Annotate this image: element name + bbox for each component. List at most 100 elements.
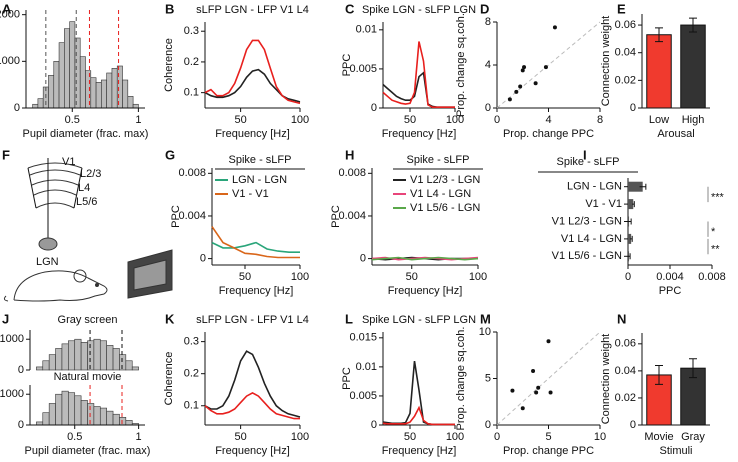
mouse-eye: [95, 283, 99, 287]
x-axis-label: Pupil diameter (frac. max): [25, 445, 151, 457]
y-axis-label: Prop. change sq.coh.: [455, 327, 467, 431]
y-tick-label: 4: [485, 59, 491, 71]
significance-label: ***: [711, 191, 725, 203]
y-tick-label: 0: [371, 419, 377, 431]
x-axis-label: Frequency [Hz]: [215, 445, 290, 457]
y-tick-label: 0.1: [184, 87, 199, 99]
error-bar: [689, 358, 697, 379]
x-tick-label: 0: [494, 114, 500, 126]
identity-line: [496, 331, 601, 426]
x-tick-label: 50: [239, 271, 251, 283]
scatter-point: [533, 81, 538, 86]
panel-letter: D: [480, 1, 489, 16]
cortex-arc: [27, 162, 83, 169]
hist-bar: [85, 70, 92, 109]
y-tick-label: 8: [485, 16, 491, 28]
series-line: [382, 360, 455, 426]
series-line: [382, 71, 455, 108]
hist-bar: [48, 75, 55, 109]
significance-label: **: [711, 244, 720, 256]
hist-bar: [80, 342, 88, 371]
legend-label: V1 L4 - LGN: [410, 188, 471, 200]
layer-arc: [31, 179, 79, 186]
subpanel-title: Gray screen: [58, 314, 118, 326]
panel-letter: J: [2, 311, 9, 326]
bar: [628, 199, 634, 210]
x-tick-label: 50: [404, 114, 416, 126]
x-tick-label: Low: [649, 114, 669, 126]
y-tick-label: 0: [14, 102, 20, 114]
hist-bar: [132, 103, 139, 109]
hist-bar: [106, 410, 114, 426]
panel-title: sLFP LGN - LFP V1 L4: [196, 4, 309, 16]
x-axis-label: Frequency [Hz]: [219, 285, 294, 297]
y-tick-label: 2000: [0, 9, 20, 21]
hist-bar: [48, 403, 56, 426]
hist-bar: [90, 77, 97, 109]
x-tick-label: 5: [545, 431, 551, 443]
x-tick-label: 0.5: [67, 431, 82, 443]
hist-bar: [99, 407, 107, 426]
bar: [628, 181, 643, 192]
panel-f-diagram: [3, 158, 173, 302]
hist-bar: [99, 340, 107, 371]
y-tick-label: V1 - V1: [585, 198, 622, 210]
hist-bar: [106, 345, 114, 371]
y-tick-label: 1000: [0, 388, 24, 400]
series-line: [382, 405, 455, 426]
hist-bar: [119, 354, 127, 371]
error-bar: [639, 183, 647, 190]
layer-arc: [33, 189, 77, 196]
mouse: [3, 270, 108, 302]
panel-letter: L: [345, 311, 353, 326]
y-tick-label: 0: [18, 364, 24, 376]
scatter-point: [548, 390, 553, 395]
y-tick-label: 0.015: [349, 332, 377, 344]
hist-bar: [32, 103, 39, 109]
x-axis-label: Stimuli: [659, 445, 692, 457]
y-tick-label: 0.005: [349, 63, 377, 75]
hist-bar: [80, 400, 88, 426]
y-tick-label: 0.01: [356, 24, 377, 36]
y-axis-label: Prop. change sq.coh.: [455, 13, 467, 117]
y-tick-label: V1 L4 - LGN: [561, 233, 622, 245]
diagram-label: V1: [62, 156, 75, 168]
panel-letter: H: [345, 147, 354, 162]
hist-bar: [125, 360, 133, 371]
hist-bar: [101, 79, 107, 109]
y-axis-label: PPC: [341, 54, 353, 77]
x-tick-label: Movie: [644, 431, 673, 443]
y-tick-label: 1000: [0, 55, 20, 67]
y-axis-label: Coherence: [163, 38, 175, 92]
error-bar: [655, 27, 663, 43]
x-axis-label: Arousal: [657, 128, 694, 140]
hist-bar: [37, 98, 44, 109]
hist-bar: [74, 395, 82, 426]
x-tick-label: 100: [291, 271, 309, 283]
hist-bar: [36, 366, 44, 371]
bar: [646, 34, 672, 109]
panel-letter: N: [617, 311, 626, 326]
error-bar: [689, 17, 697, 33]
scatter-point: [520, 406, 525, 411]
hist-bar: [55, 348, 63, 371]
hist-bar: [61, 390, 69, 426]
identity-line: [496, 21, 601, 109]
x-tick-label: 100: [291, 431, 309, 443]
hist-bar: [127, 96, 134, 109]
y-tick-label: 0.02: [615, 74, 636, 86]
x-axis-label: Pupil diameter (frac. max): [23, 128, 149, 140]
error-bar: [628, 253, 631, 260]
hist-bar: [119, 417, 127, 426]
y-tick-label: 0.005: [349, 390, 377, 402]
layer-arc: [35, 202, 75, 209]
panel-title: Spike - sLFP: [557, 156, 620, 168]
x-axis-label: Frequency [Hz]: [215, 128, 290, 140]
y-tick-label: 0.008: [178, 167, 206, 179]
scatter-point: [522, 65, 527, 70]
panel-title: Spike LGN - sLFP LGN: [362, 4, 476, 16]
series-line: [204, 350, 301, 418]
legend-label: V1 L2/3 - LGN: [410, 174, 480, 186]
panel-letter: M: [480, 311, 491, 326]
